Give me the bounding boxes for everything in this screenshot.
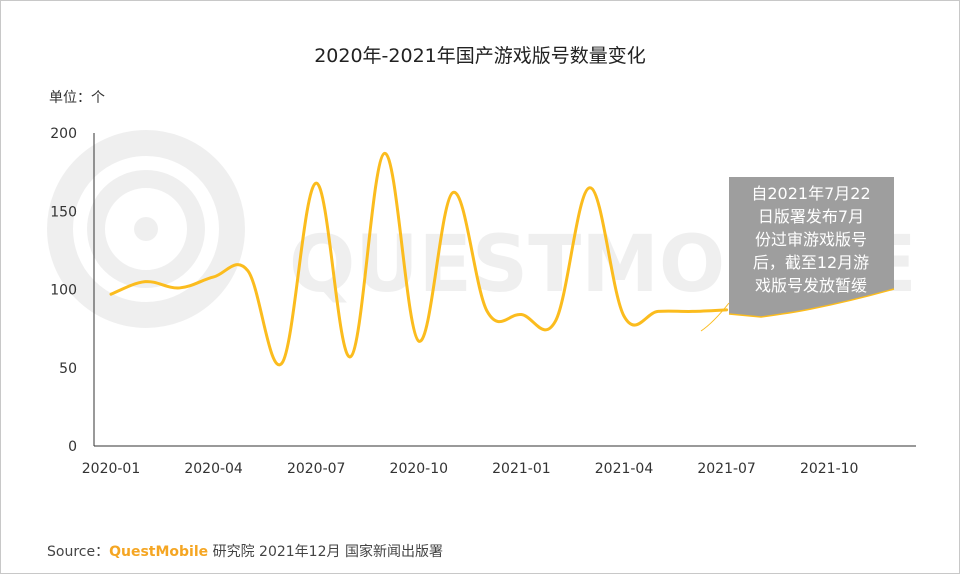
y-tick-label: 50 bbox=[59, 361, 77, 377]
callout-line-4: 后，截至12月游 bbox=[753, 253, 869, 272]
y-tick-label: 150 bbox=[50, 204, 77, 220]
y-tick-label: 0 bbox=[68, 439, 77, 455]
callout-line-2: 日版署发布7月 bbox=[758, 207, 864, 226]
x-axis: 2020-01 2020-04 2020-07 2020-10 2021-01 2021-… bbox=[82, 461, 859, 477]
callout-line-1: 自2021年7月22 bbox=[751, 184, 870, 203]
source-suffix: 研究院 2021年12月 国家新闻出版署 bbox=[208, 544, 443, 560]
x-tick-label: 2020-01 bbox=[82, 461, 141, 477]
y-tick-label: 100 bbox=[50, 283, 77, 299]
callout-line-3: 份过审游戏版号 bbox=[755, 230, 867, 249]
x-tick-label: 2021-04 bbox=[595, 461, 654, 477]
callout-line-5: 戏版号发放暂缓 bbox=[755, 276, 867, 295]
y-axis: 0 50 100 150 200 bbox=[50, 126, 77, 455]
source-prefix: Source： bbox=[47, 544, 110, 560]
x-tick-label: 2020-10 bbox=[390, 461, 449, 477]
x-tick-label: 2021-01 bbox=[492, 461, 551, 477]
callout-box bbox=[729, 177, 894, 317]
series-line bbox=[109, 151, 729, 367]
x-tick-label: 2021-07 bbox=[697, 461, 756, 477]
x-tick-label: 2021-10 bbox=[800, 461, 859, 477]
chart-title: 2020年-2021年国产游戏版号数量变化 bbox=[314, 45, 646, 67]
source-note: Source：QuestMobile 研究院 2021年12月 国家新闻出版署 bbox=[47, 541, 443, 561]
source-brand: QuestMobile bbox=[109, 544, 209, 560]
x-tick-label: 2020-07 bbox=[287, 461, 346, 477]
unit-label: 单位：个 bbox=[49, 90, 105, 106]
callout: 自2021年7月22 日版署发布7月 份过审游戏版号 后，截至12月游 戏版号发… bbox=[700, 177, 895, 332]
callout-pointer bbox=[700, 302, 730, 332]
y-tick-label: 200 bbox=[50, 126, 77, 142]
callout-edge bbox=[728, 288, 895, 318]
x-tick-label: 2020-04 bbox=[184, 461, 243, 477]
